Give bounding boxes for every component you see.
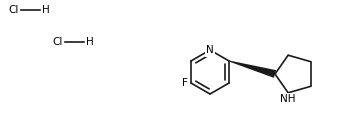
Polygon shape: [229, 61, 276, 78]
Text: F: F: [182, 78, 188, 88]
Text: NH: NH: [280, 94, 296, 104]
Text: N: N: [206, 45, 214, 55]
Text: H: H: [86, 37, 94, 47]
Text: Cl: Cl: [52, 37, 62, 47]
Text: H: H: [42, 5, 50, 15]
Text: Cl: Cl: [8, 5, 18, 15]
